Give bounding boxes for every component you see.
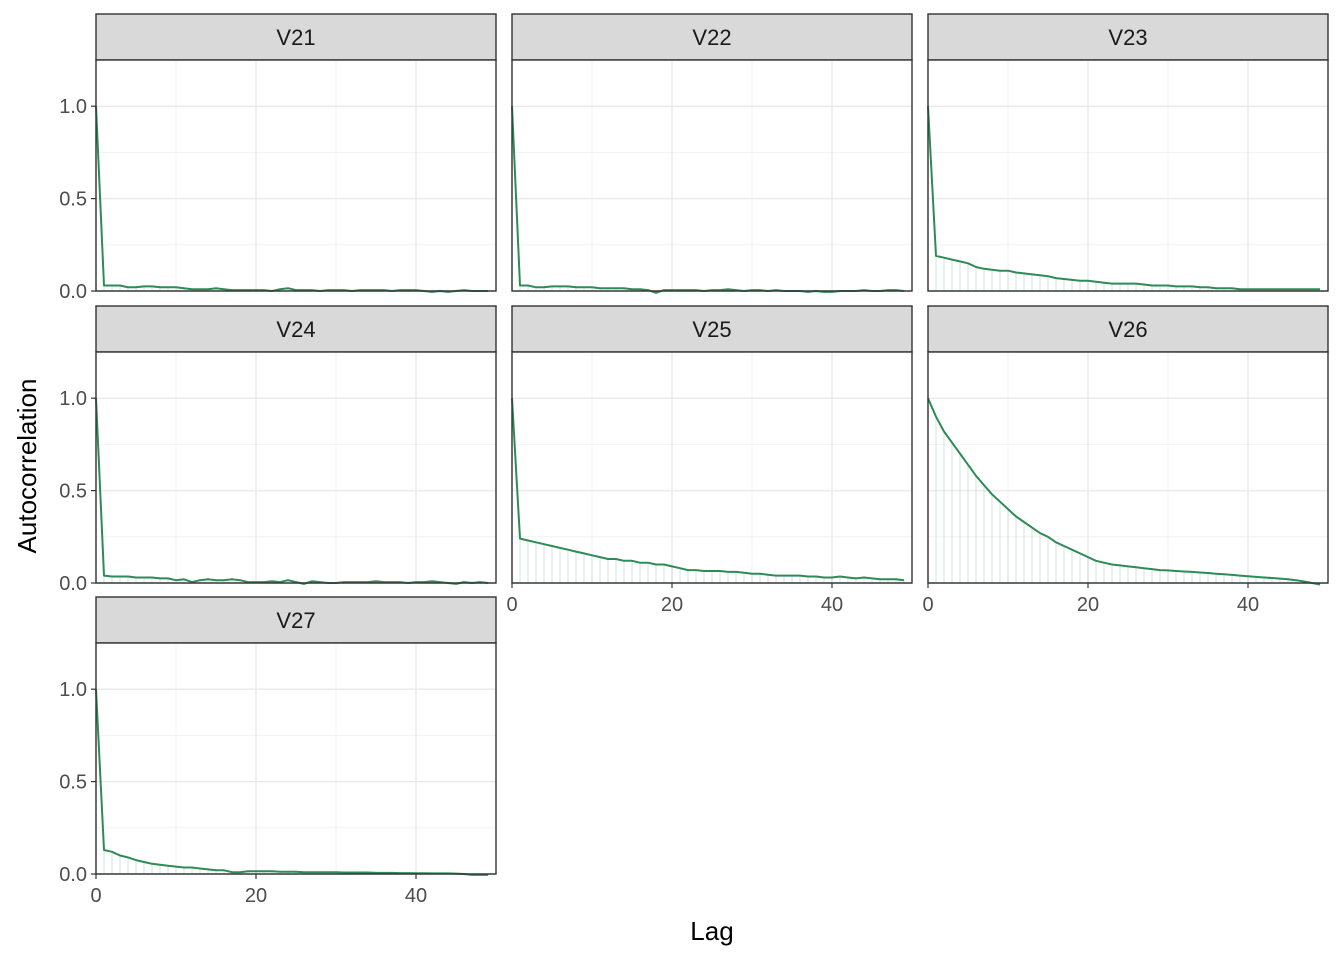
y-tick-label: 0.5	[59, 189, 87, 211]
x-tick-label: 40	[405, 885, 427, 907]
acf-line	[511, 398, 905, 582]
facet-strip-label: V23	[1108, 25, 1147, 50]
acf-line	[927, 106, 1320, 291]
facet-panel-v22: V22	[511, 13, 913, 294]
facet-strip	[95, 305, 497, 353]
panel-border	[511, 351, 913, 584]
x-tick-label: 20	[1077, 594, 1099, 616]
panel-border	[95, 59, 497, 292]
y-axis-title: Autocorrelation	[12, 379, 42, 554]
acf-line	[927, 397, 1321, 586]
facet-strip	[95, 13, 497, 61]
plot-background	[96, 60, 496, 291]
plot-background	[928, 352, 1328, 583]
x-tick-label: 0	[506, 594, 517, 616]
panel-border	[95, 642, 497, 875]
panel-border	[927, 59, 1329, 292]
x-tick-label: 20	[245, 885, 267, 907]
facet-strip-label: V21	[276, 25, 315, 50]
panel-border	[511, 59, 913, 292]
y-tick-label: 0.5	[59, 481, 87, 503]
facet-panel-v21: V21 0.0 0.5 1.0	[59, 13, 497, 303]
y-tick-label: 0.0	[59, 864, 87, 886]
facet-strip	[95, 596, 497, 644]
y-tick-label: 1.0	[59, 679, 87, 701]
plot-background	[512, 352, 912, 583]
y-tick-label: 0.0	[59, 281, 87, 303]
facet-strip-label: V22	[692, 25, 731, 50]
y-tick-label: 1.0	[59, 388, 87, 410]
panel-border	[95, 351, 497, 584]
facet-strip-label: V24	[276, 317, 315, 342]
acf-line	[95, 689, 488, 876]
facet-panel-v24: V24 0.0 0.5 1.0	[59, 305, 497, 595]
facet-strip-label: V26	[1108, 317, 1147, 342]
facet-panel-v23: V23	[927, 13, 1329, 292]
y-tick-label: 0.5	[59, 772, 87, 794]
x-tick-label: 20	[661, 594, 683, 616]
x-tick-label: 0	[922, 594, 933, 616]
x-tick-label: 0	[90, 885, 101, 907]
x-axis-title: Lag	[690, 916, 733, 946]
plot-background	[96, 643, 496, 874]
y-tick-label: 0.0	[59, 573, 87, 595]
facet-panel-v27: V27 0.0 0.5 1.0 0 20 40	[59, 596, 497, 907]
facet-panel-v25: V25 0 20 40	[506, 305, 913, 616]
facet-strip-label: V25	[692, 317, 731, 342]
panel-border	[927, 351, 1329, 584]
acf-line	[95, 398, 489, 585]
x-tick-label: 40	[1237, 594, 1259, 616]
plot-background	[512, 60, 912, 291]
plot-background	[928, 60, 1328, 291]
facet-strip-label: V27	[276, 608, 315, 633]
plot-background	[96, 352, 496, 583]
facet-panel-v26: V26 0 20 40	[922, 305, 1329, 616]
facet-strip	[511, 305, 913, 353]
x-tick-label: 40	[821, 594, 843, 616]
y-tick-label: 1.0	[59, 96, 87, 118]
